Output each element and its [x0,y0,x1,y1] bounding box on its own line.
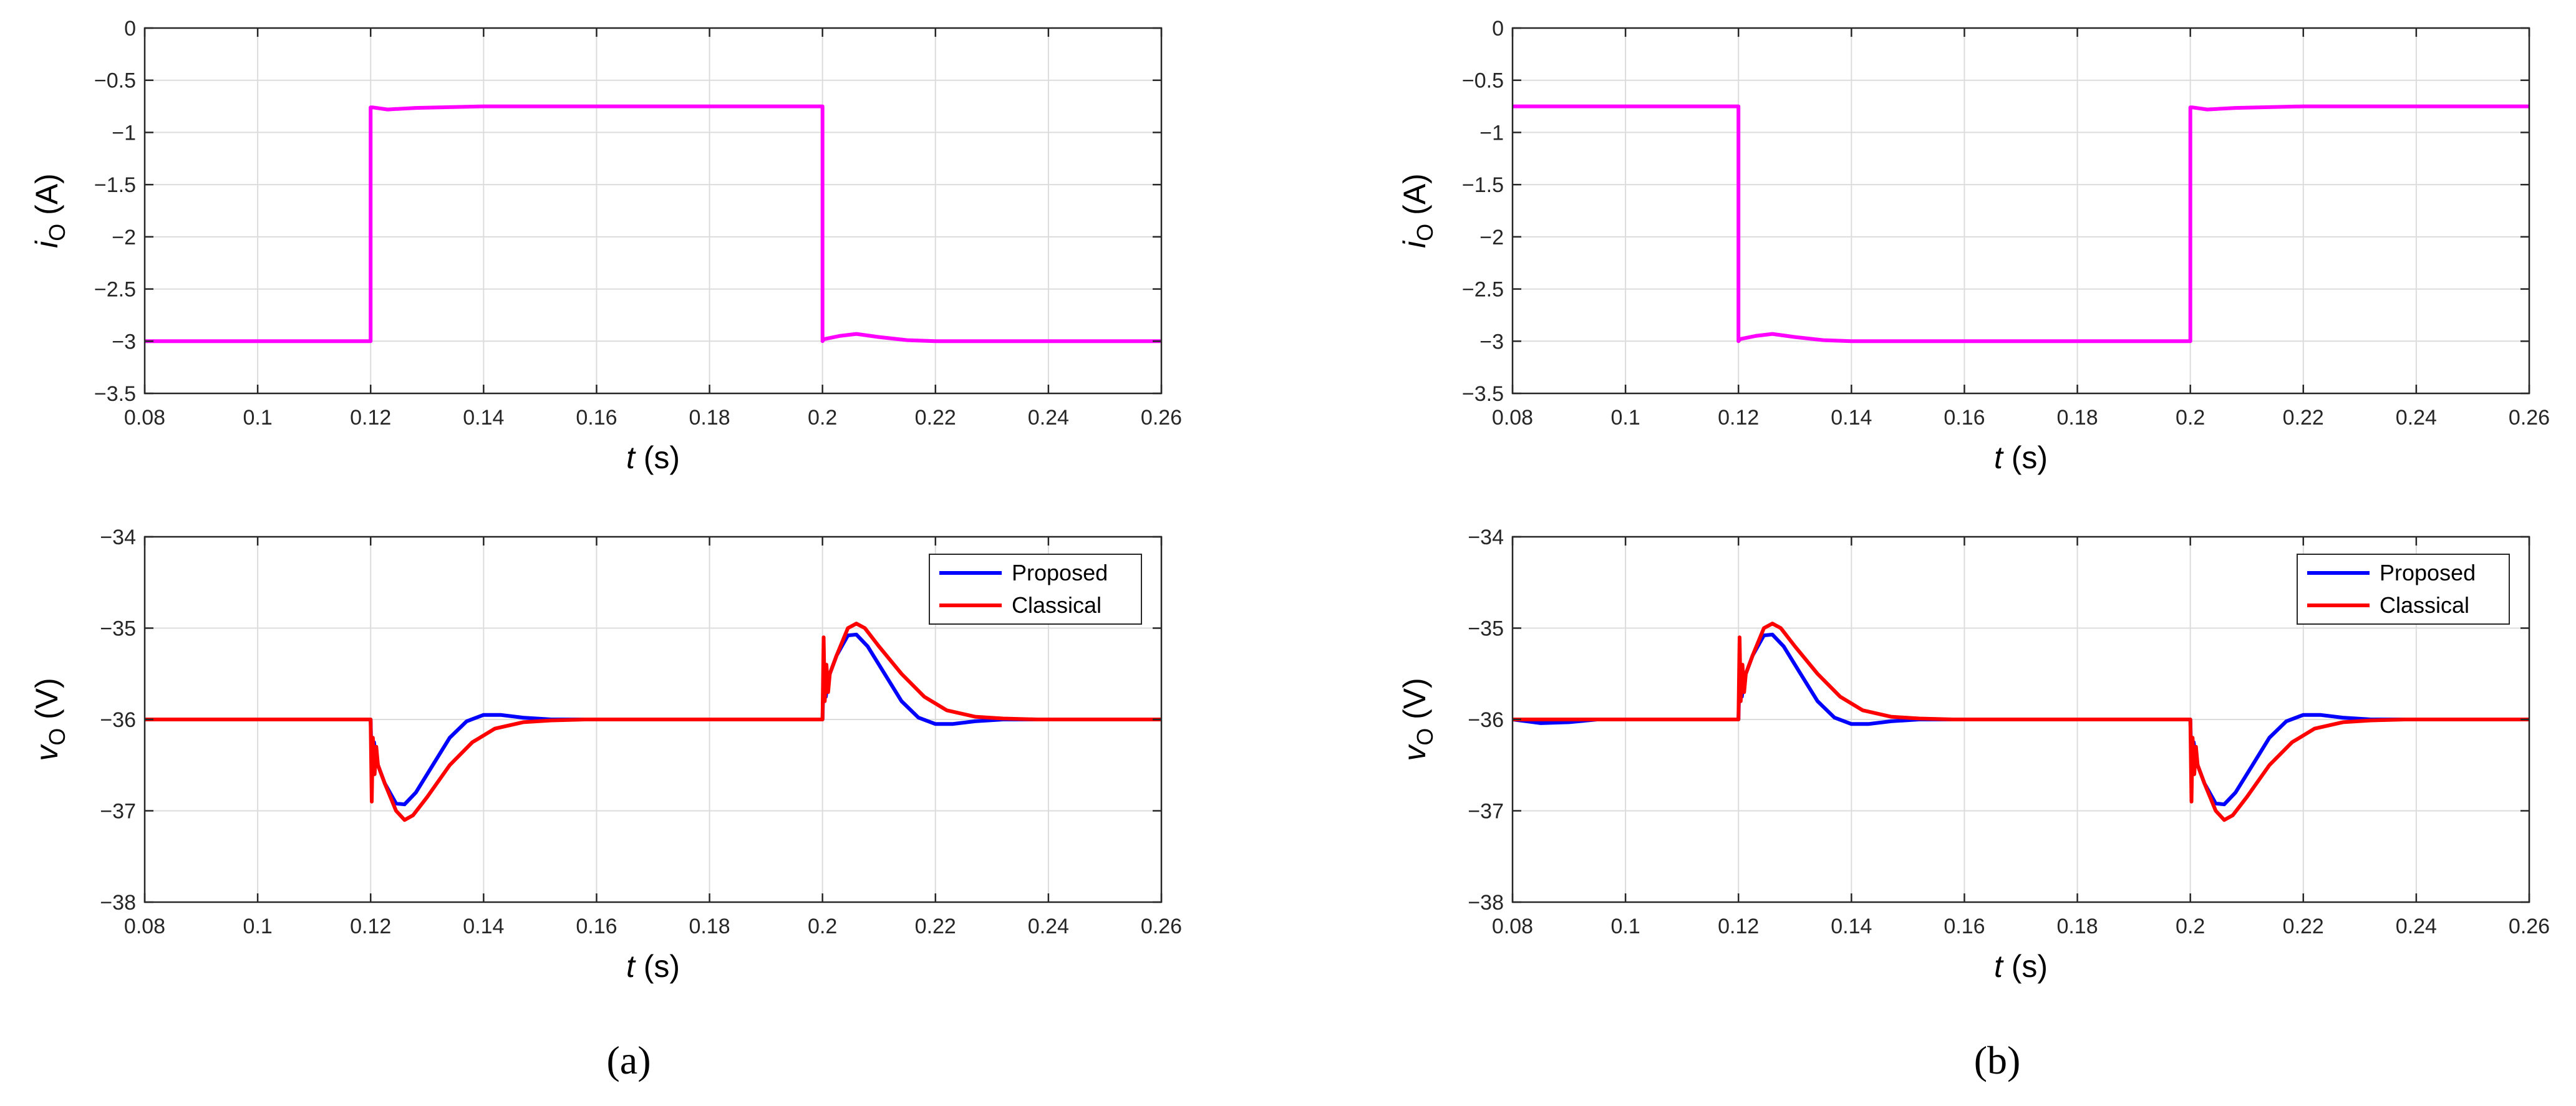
y-tick-label: −3 [1479,330,1504,353]
y-axis-label: iO (A) [1397,173,1438,248]
x-tick-label: 0.26 [2509,406,2550,430]
plots-layer: 0.08 0.1 0.12 0.14 0.16 0.18 0.2 0.22 0.24 0.26 0 −… [29,17,2550,984]
y-tick-label: −1.5 [94,173,136,197]
legend-label-classical: Classical [2380,592,2469,618]
x-tick-label: 0.22 [2283,406,2324,430]
x-tick-label: 0.12 [1718,915,1759,938]
x-tick-label: 0.24 [1028,915,1069,938]
y-tick-label: −36 [1468,708,1504,732]
x-tick-label: 0.22 [915,406,956,430]
x-tick-label: 0.14 [1831,406,1872,430]
y-tick-label: −34 [100,526,136,549]
x-tick-label: 0.08 [124,915,165,938]
x-tick-label: 0.14 [1831,915,1872,938]
series-line-classical [1513,622,2529,822]
y-axis-label: iO (A) [29,173,70,248]
y-axis-label: vO (V) [1397,678,1438,761]
chart-b-voltage: 0.08 0.1 0.12 0.14 0.16 0.18 0.2 0.22 0.24 0.26 −3… [1397,526,2550,984]
x-tick-label: 0.2 [808,915,837,938]
legend-label-proposed: Proposed [1012,560,1108,585]
panel-label-a: (a) [606,1038,651,1082]
y-tick-label: −0.5 [94,69,136,93]
x-tick-label: 0.16 [576,915,617,938]
y-tick-label: −36 [100,708,136,732]
x-tick-label: 0.24 [1028,406,1069,430]
x-tick-label: 0.18 [2056,915,2098,938]
x-tick-label: 0.14 [463,915,504,938]
x-tick-label: 0.16 [1944,915,1985,938]
panel-label-b: (b) [1974,1038,2021,1082]
y-tick-label: −2.5 [1462,278,1504,302]
y-tick-label: −2 [112,226,136,249]
series-line-current [145,104,1161,344]
x-tick-label: 0.24 [2396,406,2437,430]
x-tick-label: 0.1 [1610,406,1640,430]
x-tick-label: 0.26 [1141,915,1182,938]
chart-a-voltage: 0.08 0.1 0.12 0.14 0.16 0.18 0.2 0.22 0.24 0.26 −3… [29,526,1182,984]
x-tick-label: 0.16 [576,406,617,430]
x-tick-label: 0.16 [1944,406,1985,430]
series-line-classical [145,622,1161,822]
y-tick-label: −3 [112,330,136,353]
legend-label-classical: Classical [1012,592,1102,618]
x-tick-label: 0.2 [2176,406,2205,430]
x-tick-label: 0.14 [463,406,504,430]
legend-box [929,554,1142,625]
series-line-current [1513,104,2529,344]
x-axis-label: t (s) [626,949,680,984]
chart-a-current: 0.08 0.1 0.12 0.14 0.16 0.18 0.2 0.22 0.24 0.26 0 −… [29,17,1182,475]
y-tick-label: −0.5 [1462,69,1504,93]
y-tick-label: −34 [1468,526,1504,549]
y-tick-label: −1.5 [1462,173,1504,197]
legend: Proposed Classical [929,554,1142,625]
x-tick-label: 0.12 [1718,406,1759,430]
x-tick-label: 0.26 [1141,406,1182,430]
x-tick-label: 0.22 [2283,915,2324,938]
x-axis-label: t (s) [1994,949,2048,984]
y-tick-label: −2 [1479,226,1504,249]
x-tick-label: 0.18 [2056,406,2098,430]
x-axis-label: t (s) [626,440,680,475]
legend-label-proposed: Proposed [2380,560,2476,585]
y-tick-label: 0 [1492,17,1504,41]
x-tick-label: 0.2 [2176,915,2205,938]
chart-b-current: 0.08 0.1 0.12 0.14 0.16 0.18 0.2 0.22 0.24 0.26 0 −… [1397,17,2550,475]
x-tick-label: 0.22 [915,915,956,938]
legend-box [2297,554,2510,625]
y-tick-label: −37 [1468,800,1504,824]
y-tick-label: −38 [100,891,136,915]
x-tick-label: 0.18 [689,915,730,938]
x-tick-label: 0.08 [1492,406,1533,430]
y-tick-label: −35 [1468,617,1504,641]
x-axis-label: t (s) [1994,440,2048,475]
x-tick-label: 0.24 [2396,915,2437,938]
y-tick-label: −1 [1479,121,1504,145]
x-tick-label: 0.2 [808,406,837,430]
y-tick-label: −3.5 [94,382,136,406]
y-tick-label: −38 [1468,891,1504,915]
y-tick-label: −2.5 [94,278,136,302]
y-tick-label: −3.5 [1462,382,1504,406]
x-tick-label: 0.1 [243,915,272,938]
x-tick-label: 0.1 [1610,915,1640,938]
y-tick-label: −37 [100,800,136,824]
x-tick-label: 0.08 [1492,915,1533,938]
x-tick-label: 0.1 [243,406,272,430]
plot-area [1513,28,2529,393]
legend: Proposed Classical [2297,554,2510,625]
x-tick-label: 0.12 [350,915,391,938]
y-tick-label: −1 [112,121,136,145]
x-tick-label: 0.26 [2509,915,2550,938]
x-tick-label: 0.08 [124,406,165,430]
axes-box [143,27,1163,395]
y-tick-label: 0 [124,17,136,41]
plot-area [145,28,1161,393]
axes-box [1511,27,2530,395]
x-tick-label: 0.18 [689,406,730,430]
y-tick-label: −35 [100,617,136,641]
y-axis-label: vO (V) [29,678,70,761]
x-tick-label: 0.12 [350,406,391,430]
